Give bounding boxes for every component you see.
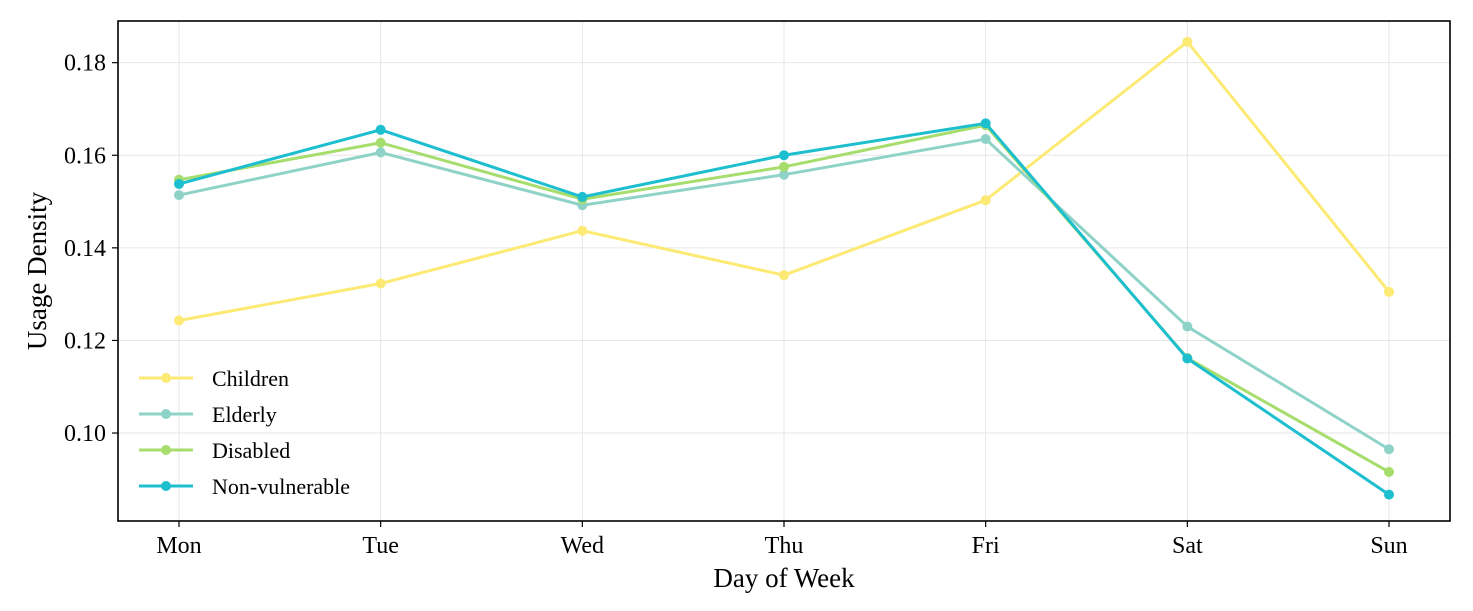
data-point bbox=[577, 225, 588, 236]
y-tick-label: 0.10 bbox=[64, 421, 106, 447]
data-point bbox=[1384, 286, 1394, 297]
x-axis-title: Day of Week bbox=[713, 563, 855, 593]
legend-label: Elderly bbox=[212, 402, 277, 427]
legend-label: Disabled bbox=[212, 438, 290, 463]
data-point bbox=[174, 190, 184, 201]
legend-item: Disabled bbox=[139, 438, 290, 463]
data-point bbox=[375, 278, 386, 289]
data-point bbox=[779, 169, 789, 180]
data-point bbox=[375, 124, 386, 135]
legend-item: Non-vulnerable bbox=[139, 474, 350, 499]
y-tick-label: 0.18 bbox=[64, 51, 106, 77]
grid bbox=[118, 21, 1450, 521]
data-point bbox=[174, 315, 184, 326]
data-point bbox=[375, 147, 386, 158]
y-axis-title: Usage Density bbox=[22, 191, 52, 350]
legend: Children Elderly Disabled Non-vulnerable bbox=[139, 366, 350, 499]
data-point bbox=[577, 191, 588, 202]
data-point bbox=[779, 270, 789, 281]
legend-item: Children bbox=[139, 366, 289, 391]
data-point bbox=[1182, 321, 1193, 332]
series-layer bbox=[174, 36, 1394, 500]
data-point bbox=[779, 161, 789, 172]
series-non-vulnerable bbox=[174, 118, 1394, 500]
series-children bbox=[174, 36, 1394, 326]
data-point bbox=[1384, 489, 1394, 500]
x-tick-label: Fri bbox=[972, 533, 1000, 559]
x-tick-label: Tue bbox=[362, 533, 398, 559]
data-point bbox=[1384, 466, 1394, 477]
x-tick-label: Thu bbox=[765, 533, 804, 559]
x-tick-label: Mon bbox=[156, 533, 201, 559]
data-point bbox=[980, 195, 991, 206]
data-point bbox=[1182, 353, 1193, 364]
legend-label: Non-vulnerable bbox=[212, 474, 350, 499]
x-tick-label: Sat bbox=[1172, 533, 1203, 559]
data-point bbox=[980, 118, 991, 129]
data-point bbox=[980, 134, 991, 145]
data-point bbox=[1182, 36, 1193, 47]
legend-marker bbox=[161, 481, 171, 491]
x-tick-label: Sun bbox=[1370, 533, 1407, 559]
legend-item: Elderly bbox=[139, 402, 277, 427]
y-tick-label: 0.12 bbox=[64, 328, 106, 354]
legend-marker bbox=[161, 409, 171, 419]
data-point bbox=[174, 178, 184, 189]
data-point bbox=[375, 137, 386, 148]
data-point bbox=[1384, 444, 1394, 455]
legend-marker bbox=[161, 373, 171, 383]
y-axis: 0.10 0.12 0.14 0.16 0.18 bbox=[64, 51, 118, 447]
legend-marker bbox=[161, 445, 171, 455]
data-point bbox=[779, 150, 789, 161]
legend-label: Children bbox=[212, 366, 289, 391]
x-tick-label: Wed bbox=[561, 533, 604, 559]
y-tick-label: 0.14 bbox=[64, 236, 106, 262]
x-axis: Mon Tue Wed Thu Fri Sat Sun bbox=[156, 521, 1408, 559]
y-tick-label: 0.16 bbox=[64, 143, 106, 169]
